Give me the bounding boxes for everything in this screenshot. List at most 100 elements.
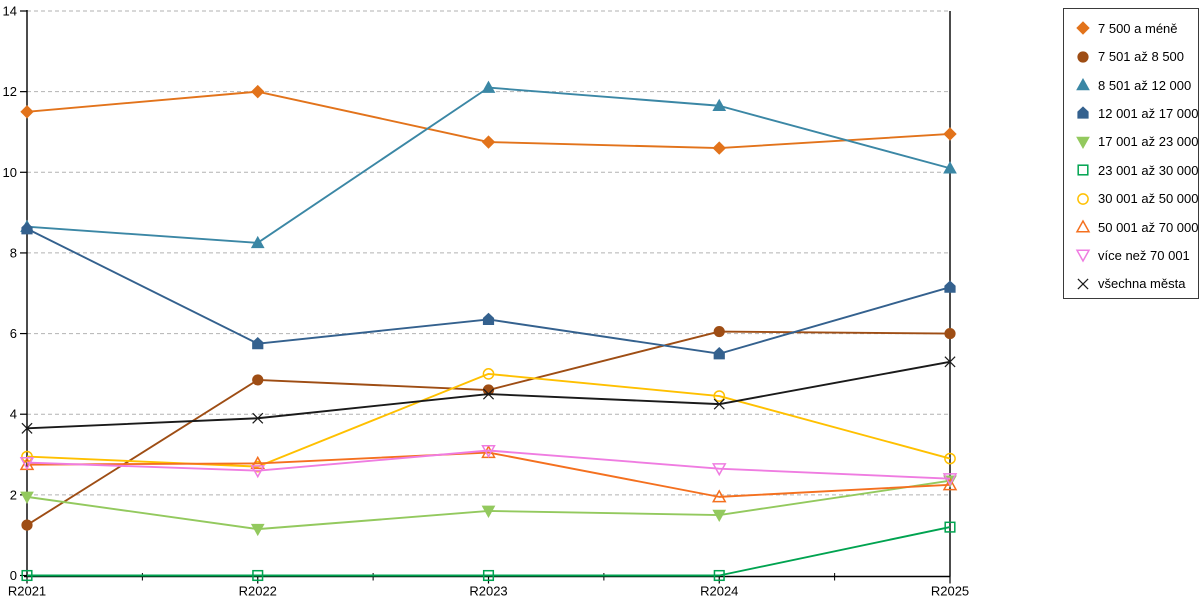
- series-line: [26, 86, 951, 244]
- series-marker-pentagon-icon: [482, 312, 495, 326]
- series-marker-triangle-down-icon: [712, 509, 727, 523]
- series-marker-circle-icon: [713, 390, 726, 402]
- legend-item: 12 001 až 17 000: [1075, 99, 1198, 127]
- y-axis-label: 0: [10, 568, 17, 583]
- series-marker-triangle-up-icon: [250, 455, 266, 469]
- series: [21, 325, 956, 531]
- legend-marker-triangle-down-icon: [1075, 249, 1091, 263]
- series-marker-triangle-down-icon: [481, 505, 496, 519]
- legend-label: 12 001 až 17 000: [1098, 105, 1199, 121]
- series-line: [26, 227, 951, 355]
- legend: 7 500 a méně 7 501 až 8 500 8 501 až 12 00…: [1063, 8, 1199, 299]
- series: [20, 80, 957, 249]
- series-marker-triangle-up-icon: [943, 161, 957, 174]
- legend-item: 7 500 a méně: [1075, 14, 1198, 42]
- series-marker-triangle-up-icon: [711, 489, 727, 503]
- series-marker-diamond-icon: [712, 141, 726, 155]
- series-marker-pentagon-icon: [713, 347, 725, 360]
- legend-item: 17 001 až 23 000: [1075, 128, 1198, 156]
- series-marker-square-icon: [482, 569, 495, 582]
- series-marker-circle-icon: [944, 327, 956, 340]
- series: [20, 475, 957, 537]
- series-marker-triangle-down-icon: [942, 473, 958, 487]
- series-marker-x-icon: [21, 422, 33, 434]
- series-marker-circle-icon: [713, 325, 725, 338]
- series-marker-circle-icon: [1077, 192, 1089, 205]
- legend-label: 30 001 až 50 000: [1098, 191, 1199, 207]
- legend-item: 7 501 až 8 500: [1075, 42, 1198, 70]
- series-marker-square-icon: [252, 569, 264, 582]
- series-marker-x-icon: [482, 388, 495, 400]
- legend-marker-diamond-icon: [1076, 21, 1090, 35]
- series-marker-circle-icon: [1077, 51, 1089, 63]
- series-marker-circle-icon: [482, 368, 495, 380]
- series-marker-triangle-down-icon: [1075, 249, 1091, 263]
- series-marker-circle-icon: [252, 374, 264, 386]
- x-axis-label: R2025: [931, 584, 969, 599]
- series-marker-square-icon: [713, 569, 725, 582]
- x-axis-label: R2021: [8, 584, 46, 599]
- series-marker-pentagon-icon: [252, 336, 264, 350]
- series: [21, 521, 956, 582]
- legend-item: více než 70 001: [1075, 241, 1198, 269]
- series-line: [26, 451, 951, 498]
- legend-marker-pentagon-icon: [1077, 106, 1089, 120]
- series-marker-x-icon: [252, 412, 264, 424]
- series-line: [27, 526, 951, 577]
- legend-item: 8 501 až 12 000: [1075, 71, 1198, 99]
- series-marker-triangle-down-icon: [711, 463, 727, 477]
- x-axis-label: R2023: [469, 584, 507, 599]
- legend-item: 50 001 až 70 000: [1075, 213, 1198, 241]
- series: [20, 84, 957, 155]
- series-marker-triangle-up-icon: [712, 98, 727, 112]
- series-marker-x-icon: [1077, 278, 1089, 290]
- y-axis-label: 8: [10, 245, 17, 260]
- legend-marker-triangle-down-icon: [1076, 136, 1090, 149]
- y-axis-label: 12: [3, 84, 17, 99]
- series-marker-diamond-icon: [20, 105, 34, 119]
- series-marker-triangle-up-icon: [250, 235, 265, 249]
- legend-label: 7 501 až 8 500: [1098, 49, 1185, 65]
- series-marker-pentagon-icon: [21, 222, 33, 235]
- series-marker-diamond-icon: [943, 127, 957, 141]
- legend-marker-triangle-up-icon: [1076, 77, 1090, 91]
- y-axis-label: 6: [10, 326, 17, 341]
- series-marker-triangle-down-icon: [20, 491, 34, 504]
- legend-marker-circle-icon: [1077, 51, 1089, 63]
- series-marker-diamond-icon: [1076, 21, 1090, 35]
- series-marker-triangle-up-icon: [1075, 219, 1091, 233]
- legend-label: 7 500 a méně: [1098, 20, 1178, 36]
- legend-label: 50 001 až 70 000: [1098, 219, 1199, 235]
- series-marker-diamond-icon: [481, 135, 496, 149]
- series-marker-triangle-up-icon: [1076, 77, 1090, 91]
- legend-label: 8 501 až 12 000: [1098, 77, 1192, 93]
- series-marker-triangle-down-icon: [1076, 136, 1090, 149]
- series-line: [26, 479, 951, 531]
- series: [19, 444, 958, 503]
- y-axis-label: 2: [10, 487, 17, 502]
- series: [21, 356, 956, 434]
- series-marker-pentagon-icon: [944, 280, 956, 293]
- series-marker-x-icon: [713, 398, 725, 410]
- series-line: [26, 330, 951, 526]
- x-axis-label: R2024: [700, 584, 738, 599]
- legend-marker-x-icon: [1077, 278, 1089, 290]
- series-marker-triangle-down-icon: [19, 457, 35, 471]
- series-marker-x-icon: [944, 356, 956, 368]
- legend-marker-circle-icon: [1077, 192, 1089, 205]
- series-marker-pentagon-icon: [1077, 106, 1089, 120]
- series-marker-circle-icon: [944, 452, 956, 465]
- legend-marker-square-icon: [1077, 164, 1089, 176]
- legend-marker-triangle-up-icon: [1075, 219, 1091, 233]
- series-marker-diamond-icon: [251, 84, 265, 99]
- legend-item: 23 001 až 30 000: [1075, 156, 1198, 184]
- x-axis-label: R2022: [239, 584, 277, 599]
- series-marker-circle-icon: [21, 519, 33, 531]
- series-marker-triangle-down-icon: [250, 523, 265, 537]
- series-marker-square-icon: [1077, 164, 1089, 176]
- series: [19, 444, 958, 487]
- legend-label: všechna města: [1098, 276, 1186, 292]
- legend-item: všechna města: [1075, 270, 1198, 298]
- series-marker-triangle-up-icon: [942, 477, 958, 491]
